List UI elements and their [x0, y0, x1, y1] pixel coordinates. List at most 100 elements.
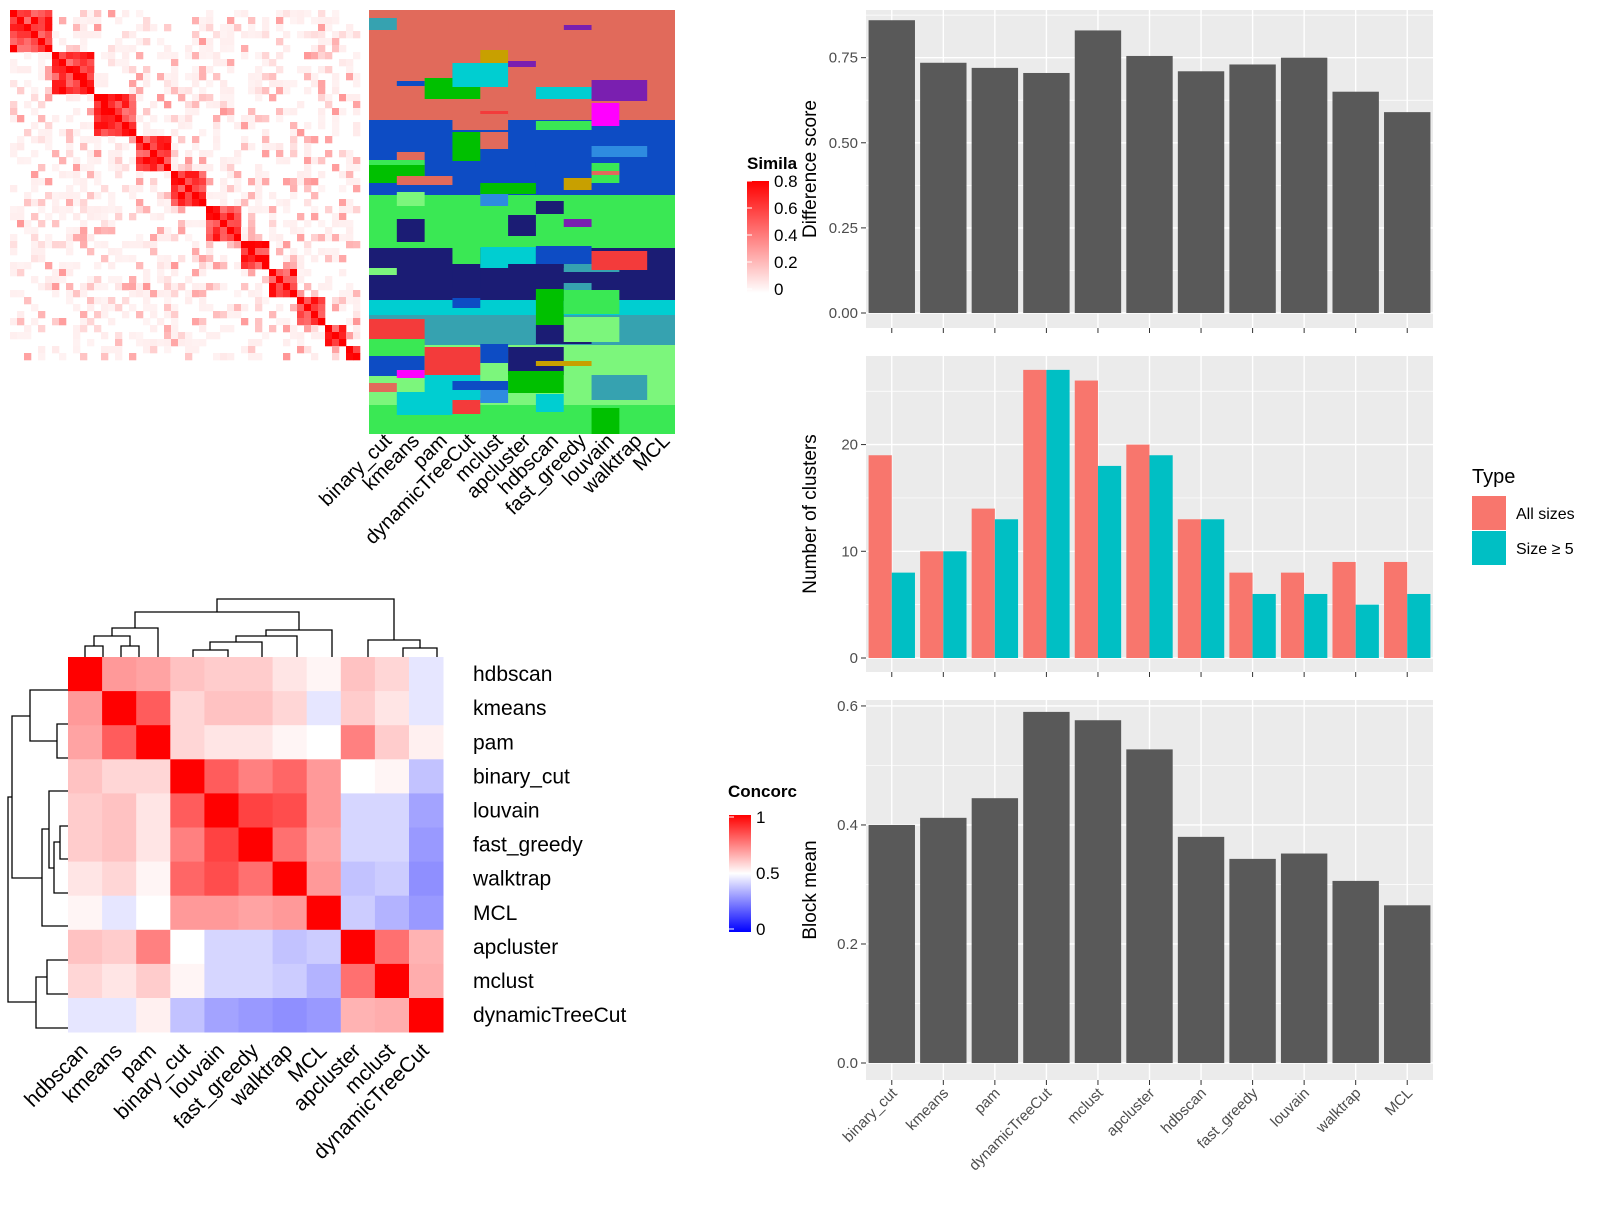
similarity-cell — [73, 87, 81, 95]
bar — [1355, 604, 1379, 658]
similarity-cell — [80, 199, 88, 207]
similarity-cell — [255, 255, 263, 263]
similarity-cell — [346, 178, 354, 186]
similarity-cell — [115, 101, 123, 109]
concordance-cell — [306, 963, 342, 999]
similarity-cell — [206, 192, 214, 200]
similarity-cell — [80, 59, 88, 67]
similarity-cell — [185, 73, 193, 81]
similarity-cell — [143, 73, 151, 81]
concordance-cell — [102, 793, 137, 828]
similarity-cell — [10, 248, 18, 256]
similarity-cell — [339, 94, 347, 102]
similarity-cell — [325, 255, 333, 263]
similarity-cell — [276, 52, 284, 60]
similarity-cell — [262, 59, 270, 67]
similarity-cell — [262, 115, 270, 123]
similarity-cell — [171, 234, 179, 242]
similarity-cell — [73, 346, 81, 354]
similarity-cell — [220, 206, 228, 214]
similarity-cell — [17, 24, 25, 32]
similarity-cell — [52, 59, 60, 67]
similarity-cell — [164, 339, 172, 347]
similarity-cell — [248, 80, 256, 88]
similarity-cell — [10, 185, 18, 193]
similarity-cell — [24, 353, 32, 361]
similarity-cell — [255, 80, 263, 88]
similarity-cell — [213, 353, 221, 361]
similarity-cell — [213, 136, 221, 144]
similarity-cell — [73, 199, 81, 207]
similarity-cell — [45, 17, 53, 25]
similarity-cell — [311, 318, 319, 326]
similarity-legend-colorbar — [747, 181, 769, 293]
similarity-cell — [87, 297, 95, 305]
similarity-cell — [346, 171, 354, 179]
similarity-cell — [332, 297, 340, 305]
similarity-cell — [290, 220, 298, 228]
similarity-cell — [157, 136, 165, 144]
concordance-row-label: binary_cut — [473, 765, 570, 788]
similarity-cell — [17, 220, 25, 228]
similarity-cell — [143, 290, 151, 298]
similarity-cell — [108, 122, 116, 130]
concordance-row-label: apcluster — [473, 936, 558, 959]
y-tick-label: 0 — [850, 650, 858, 667]
similarity-cell — [45, 178, 53, 186]
similarity-cell — [283, 31, 291, 39]
similarity-cell — [241, 248, 249, 256]
similarity-cell — [178, 136, 186, 144]
similarity-cell — [269, 192, 277, 200]
similarity-cell — [143, 129, 151, 137]
similarity-cell — [185, 108, 193, 116]
similarity-cell — [311, 17, 319, 25]
similarity-cell — [185, 185, 193, 193]
similarity-cell — [101, 283, 109, 291]
similarity-cell — [164, 276, 172, 284]
bar — [1280, 57, 1328, 314]
similarity-cell — [129, 101, 137, 109]
similarity-cell — [248, 192, 256, 200]
similarity-cell — [136, 10, 144, 18]
membership-block — [452, 63, 509, 87]
similarity-cell — [262, 255, 270, 263]
similarity-cell — [38, 136, 46, 144]
similarity-cell — [227, 94, 235, 102]
concordance-cell — [204, 998, 239, 1033]
similarity-cell — [171, 332, 179, 340]
similarity-cell — [269, 276, 277, 284]
similarity-cell — [157, 94, 165, 102]
similarity-cell — [115, 115, 123, 123]
similarity-cell — [234, 178, 242, 186]
similarity-cell — [234, 262, 242, 270]
similarity-cell — [339, 45, 347, 53]
similarity-cell — [136, 157, 144, 165]
similarity-cell — [108, 227, 116, 235]
similarity-cell — [101, 353, 109, 361]
membership-column-labels: binary_cutkmeanspamdynamicTreeCutmclusta… — [315, 430, 674, 549]
similarity-cell — [143, 17, 151, 25]
similarity-cell — [283, 255, 291, 263]
similarity-cell — [178, 199, 186, 207]
similarity-cell — [129, 129, 137, 137]
similarity-cell — [10, 269, 18, 277]
similarity-cell — [213, 192, 221, 200]
similarity-cell — [339, 185, 347, 193]
similarity-cell — [185, 178, 193, 186]
similarity-cell — [234, 199, 242, 207]
similarity-cell — [52, 276, 60, 284]
similarity-cell — [332, 325, 340, 333]
similarity-cell — [164, 346, 172, 354]
similarity-cell — [101, 80, 109, 88]
similarity-cell — [150, 143, 158, 151]
similarity-cell — [199, 269, 207, 277]
similarity-cell — [94, 192, 102, 200]
similarity-cell — [262, 87, 270, 95]
legend-label-size-ge-5: Size ≥ 5 — [1516, 541, 1574, 558]
x-tick-label: mclust — [1064, 1084, 1107, 1127]
similarity-cell — [150, 213, 158, 221]
bar — [1229, 858, 1276, 1063]
similarity-cell — [108, 164, 116, 172]
similarity-cell — [24, 10, 32, 18]
